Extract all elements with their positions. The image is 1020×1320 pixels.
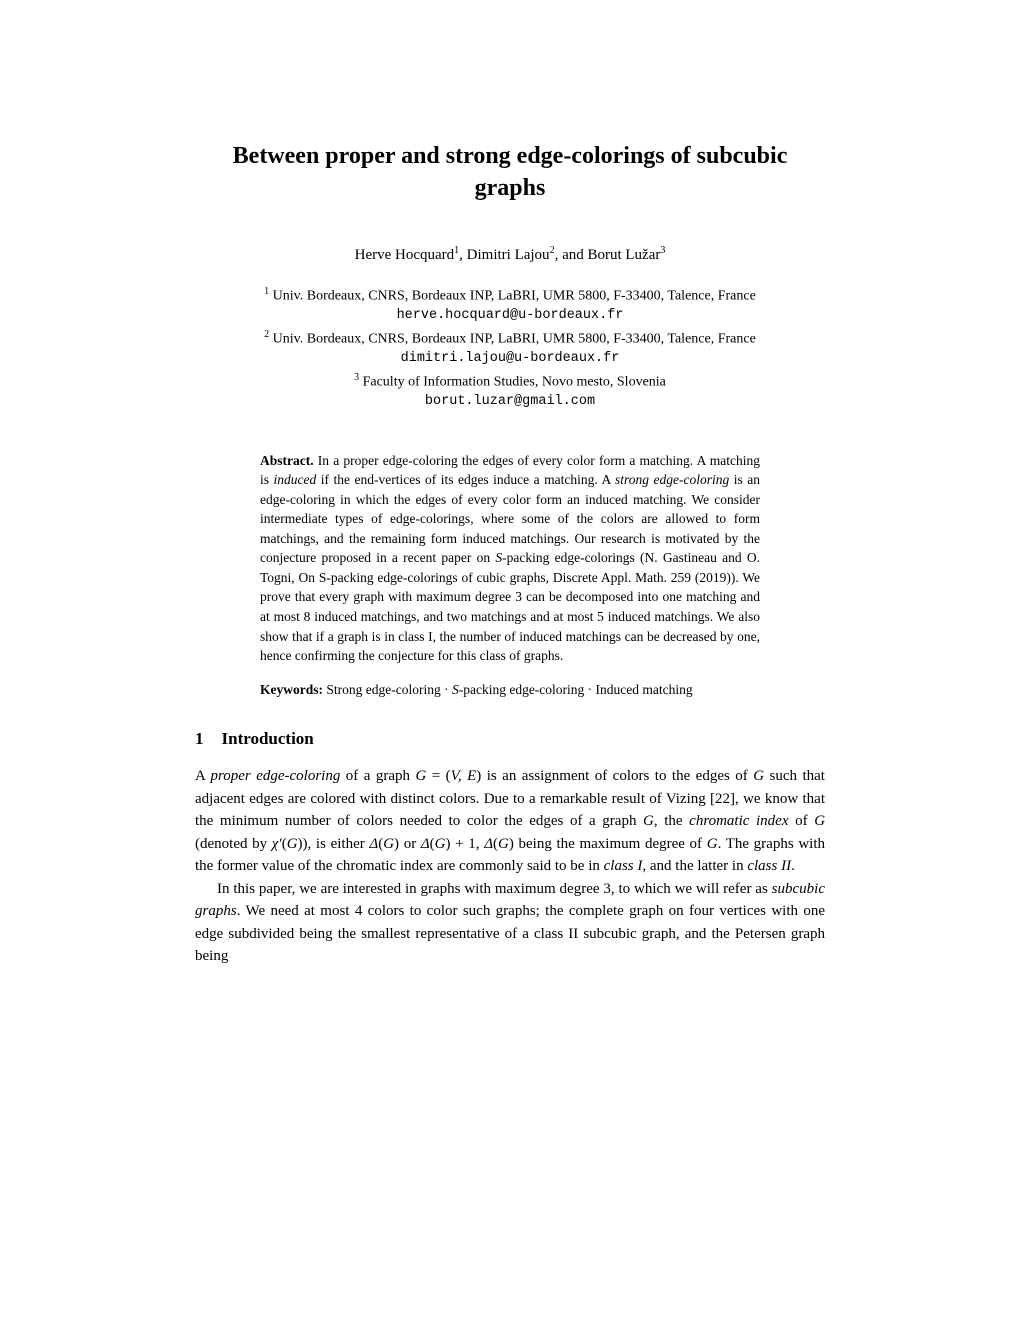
keywords-heading: Keywords: (260, 682, 323, 697)
paragraph-1: A proper edge-coloring of a graph G = (V… (195, 765, 825, 878)
affil-text-3: Faculty of Information Studies, Novo mes… (363, 374, 666, 389)
abstract-block: Abstract. In a proper edge-coloring the … (260, 451, 760, 666)
affil-email-2: dimitri.lajou@u-bordeaux.fr (195, 349, 825, 369)
paper-title: Between proper and strong edge-colorings… (195, 140, 825, 205)
affil-text-2: Univ. Bordeaux, CNRS, Bordeaux INP, LaBR… (273, 331, 756, 346)
section-title: Introduction (222, 729, 314, 748)
abstract-heading: Abstract. (260, 453, 314, 468)
section-number: 1 (195, 729, 204, 749)
body-text: A proper edge-coloring of a graph G = (V… (195, 765, 825, 968)
affil-email-3: borut.luzar@gmail.com (195, 392, 825, 412)
affiliation-3: 3 Faculty of Information Studies, Novo m… (195, 370, 825, 393)
paragraph-2: In this paper, we are interested in grap… (195, 878, 825, 968)
affiliations-block: 1 Univ. Bordeaux, CNRS, Bordeaux INP, La… (195, 284, 825, 413)
authors-line: Herve Hocquard1, Dimitri Lajou2, and Bor… (195, 245, 825, 264)
affil-text-1: Univ. Bordeaux, CNRS, Bordeaux INP, LaBR… (273, 288, 756, 303)
affil-email-1: herve.hocquard@u-bordeaux.fr (195, 306, 825, 326)
keywords-text: Strong edge-coloring · S-packing edge-co… (326, 682, 692, 697)
affiliation-1: 1 Univ. Bordeaux, CNRS, Bordeaux INP, La… (195, 284, 825, 307)
affiliation-2: 2 Univ. Bordeaux, CNRS, Bordeaux INP, La… (195, 327, 825, 350)
affil-sup-1: 1 (264, 286, 269, 297)
affil-sup-3: 3 (354, 372, 359, 383)
keywords-block: Keywords: Strong edge-coloring · S-packi… (260, 680, 760, 700)
paper-page: Between proper and strong edge-colorings… (195, 0, 825, 968)
affil-sup-2: 2 (264, 329, 269, 340)
abstract-text: In a proper edge-coloring the edges of e… (260, 453, 760, 664)
section-heading: 1 Introduction (195, 729, 825, 749)
